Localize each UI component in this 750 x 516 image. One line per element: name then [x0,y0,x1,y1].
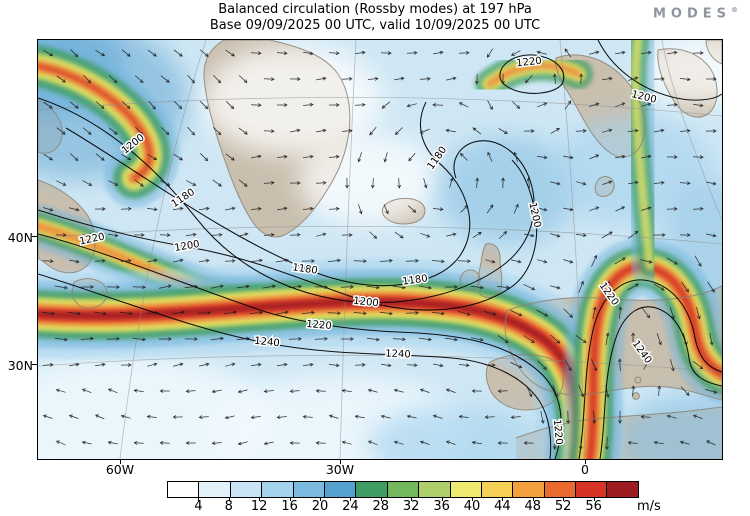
colorbar-segment [387,482,420,497]
colorbar-tick-label: 36 [433,499,450,514]
colorbar-tick [289,497,291,501]
colorbar-segment [481,482,514,497]
lat-label-40n: 40N [7,230,33,245]
contour-line-1200 [38,159,538,311]
contour-value-label: 1220 [306,319,332,332]
colorbar-tick-label: 40 [463,499,481,514]
colorbar-segment [419,482,451,497]
contour-value-label: 1180 [292,262,319,276]
colorbar-segment [230,482,263,497]
contour-value-label: 1240 [254,336,280,350]
lon-label-30w: 30W [325,462,355,477]
contour-value-label: 1180 [402,273,429,287]
parallel-40n [38,225,722,245]
lon-label-0: 0 [581,462,589,477]
colorbar-tick [320,497,321,501]
colorbar-tick-label: 24 [342,499,359,514]
colorbar-tick [441,497,443,501]
meridian-60w [119,40,207,459]
colorbar-tick [228,497,230,501]
colorbar-segment [544,482,577,497]
colorbar-tick [563,497,565,501]
chart-subtitle: Base 09/09/2025 00 UTC, valid 10/09/2025… [209,18,541,33]
colorbar-segment [576,482,608,497]
registered-mark: ® [731,6,738,14]
contour-line-1200 [597,40,722,101]
jet-ribbon-band [631,40,655,271]
colorbar-tick [411,497,413,501]
colorbar-tick-label: 32 [402,499,420,514]
meridian-0 [559,40,586,459]
colorbar-segment [513,482,545,497]
jet-ribbon-band [486,62,582,88]
colorbar-strip [167,481,639,498]
contour-value-label: 1220 [516,56,542,70]
map-panel: 1200 1180 1180 1220 1200 1180 1180 1200 1220 1240… [37,39,723,460]
colorbar-tick [532,497,534,501]
stream-contours [38,40,722,459]
colorbar-segment [607,482,638,497]
colorbar-unit: m/s [637,499,661,514]
contour-value-label: 1200 [353,296,379,310]
parallel-50n [38,96,722,117]
colorbar-segment [168,482,200,497]
chart-title: Balanced circulation (Rossby modes) at 1… [218,2,532,17]
contour-line-1200 [38,97,535,304]
land-corsica [635,377,641,383]
parallel-30n [38,354,722,373]
lon-tick-60w [119,458,121,464]
colorbar-tick-label: 48 [524,499,542,514]
colorbar-tick-label: 56 [585,499,602,514]
jet-stream-ribbons [38,40,722,459]
colorbar-tick-label: 20 [311,499,329,514]
wind-vector-field [41,48,718,450]
lat-label-30n: 30N [7,358,33,373]
jet-ribbon-band [38,64,152,180]
colorbar-tick-label: 52 [554,499,572,514]
colorbar-tick [593,497,595,501]
colorbar-segment [199,482,231,497]
colorbar-tick-label: 28 [372,499,390,514]
contour-line-1220 [499,54,565,94]
colorbar-tick [259,497,261,501]
colorbar-tick-label: 16 [281,499,298,514]
meridian-30w [339,40,357,459]
lon-label-60w: 60W [105,462,135,477]
colorbar-segment [356,482,388,497]
contour-line-1220 [38,233,562,459]
lat-tick-30n [32,364,37,366]
colorbar-tick [350,497,352,501]
wind-vectors [41,48,718,450]
contour-value-label: 1200 [174,239,201,254]
lon-tick-0 [584,458,586,464]
modes-logo-text: MODES [652,6,731,22]
colorbar-tick [502,497,504,501]
contour-line-1220 [578,279,722,459]
land-sardinia [632,392,640,400]
contour-value-label: 1220 [551,419,564,445]
colorbar-segment [262,482,294,497]
colorbar-tick [198,497,200,501]
colorbar-tick-label: 4 [194,499,203,514]
colorbar-tick-label: 12 [250,499,268,514]
colorbar-tick [472,497,473,501]
colorbar-segment [450,482,482,497]
meridian-30e [661,40,722,221]
colorbar-tick-label: 44 [494,499,511,514]
modes-logo: MODES® [653,6,738,21]
colorbar-segment [324,482,357,497]
contour-line-1240 [599,306,722,459]
colorbar-segment [293,482,325,497]
lat-tick-40n [32,236,37,238]
graticule [38,40,722,459]
contour-value-label: 1240 [385,349,411,361]
colorbar-tick [380,497,382,501]
colorbar-tick-label: 8 [224,499,233,514]
lon-tick-30w [339,458,341,464]
